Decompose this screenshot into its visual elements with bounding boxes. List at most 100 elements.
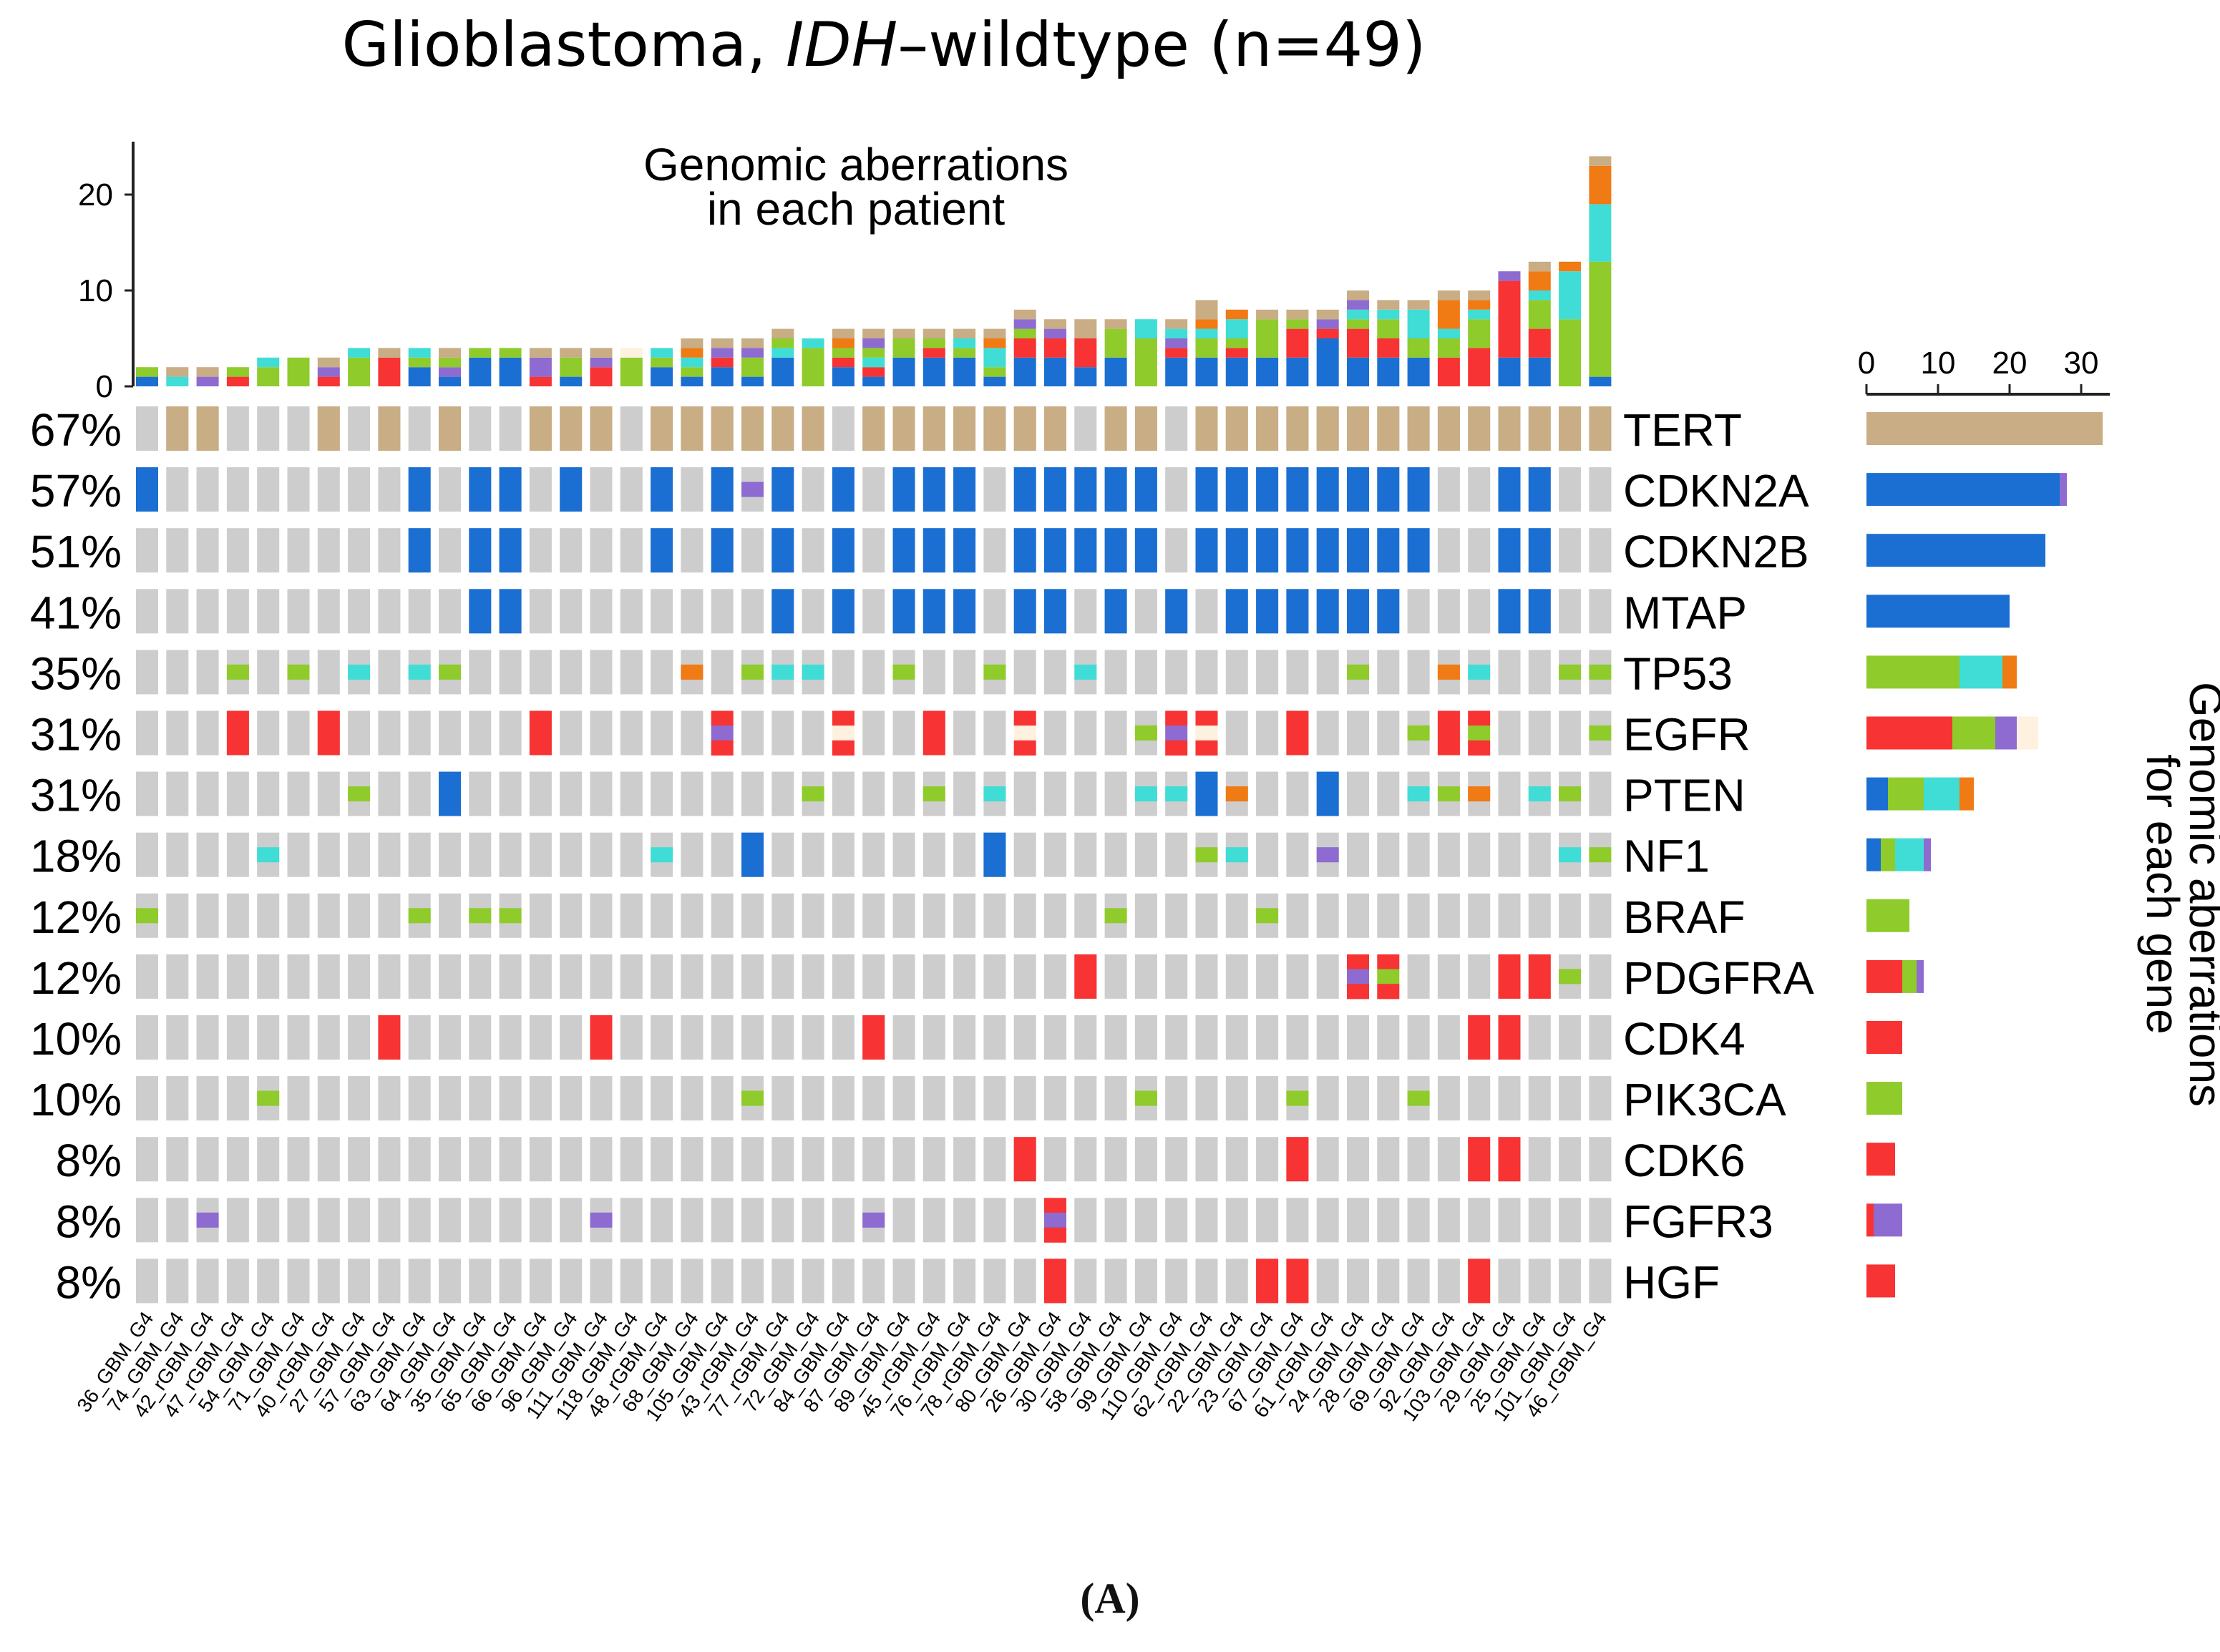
cell-green <box>1377 969 1400 984</box>
cell-empty <box>439 1258 461 1304</box>
cell-empty <box>922 832 945 877</box>
cell-red <box>1044 1198 1066 1213</box>
cell-tan <box>1498 406 1521 451</box>
gene-label: PTEN <box>1623 770 1746 821</box>
cell-empty <box>1589 1198 1612 1243</box>
cell-empty <box>832 832 855 877</box>
cell-empty <box>287 893 310 938</box>
patient-stack-segment <box>862 376 885 386</box>
side-bar-segment <box>1902 959 1917 993</box>
cell-empty <box>711 1258 734 1304</box>
cell-empty <box>832 1198 855 1243</box>
side-bar-segment <box>1866 534 2045 567</box>
patient-stack-segment <box>1347 328 1369 358</box>
patient-stack-segment <box>741 348 764 358</box>
cell-tan <box>1528 406 1551 451</box>
cell-empty <box>1165 467 1188 512</box>
patient-stack-segment <box>1044 328 1066 338</box>
cell-empty <box>317 467 340 512</box>
patient-stack-segment <box>1468 290 1491 300</box>
cell-empty <box>590 893 613 938</box>
cell-empty <box>620 1198 643 1243</box>
cell-empty <box>1074 893 1097 938</box>
cell-blue <box>953 467 976 512</box>
cell-empty <box>681 771 704 816</box>
cell-empty <box>348 406 371 451</box>
cell-empty <box>922 1198 945 1243</box>
cell-red <box>529 710 552 756</box>
cell-empty <box>378 710 401 756</box>
cell-empty <box>1437 1258 1460 1304</box>
cell-empty <box>1468 954 1491 999</box>
cell-empty <box>560 954 583 999</box>
cell-empty <box>862 1137 885 1182</box>
cell-empty <box>257 771 280 816</box>
cell-empty <box>590 832 613 877</box>
cell-empty <box>1104 1015 1127 1060</box>
cell-blue <box>1195 467 1218 512</box>
patient-stack-segment <box>439 367 461 377</box>
cell-empty <box>711 1137 734 1182</box>
patient-stack <box>1044 319 1066 386</box>
patient-stack-segment <box>1134 319 1157 338</box>
cell-empty <box>1468 589 1491 634</box>
cell-empty <box>317 954 340 999</box>
top-bar-title-line1: Genomic aberrations <box>643 139 1068 190</box>
cell-empty <box>226 1076 249 1121</box>
patient-stack-segment <box>1286 357 1309 386</box>
patient-stack-segment <box>1104 319 1127 329</box>
cell-empty <box>1134 954 1157 999</box>
cell-empty <box>1437 954 1460 999</box>
cell-empty <box>1134 1137 1157 1182</box>
cell-blue <box>892 589 915 634</box>
cell-empty <box>378 467 401 512</box>
cell-empty <box>1013 893 1036 938</box>
patient-stack-segment <box>832 357 855 368</box>
cell-blue <box>1377 589 1400 634</box>
cell-empty <box>196 1015 219 1060</box>
cell-tan <box>166 406 189 451</box>
patient-stack-segment <box>771 338 794 348</box>
cell-empty <box>529 528 552 573</box>
cell-empty <box>1377 1076 1400 1121</box>
cell-red <box>862 1015 885 1060</box>
cell-empty <box>711 954 734 999</box>
cell-empty <box>651 1198 673 1243</box>
patient-stack-segment <box>892 338 915 358</box>
gene-labels: TERT CDKN2A CDKN2B MTAP TP53 EGFR PTEN NF1 BRAF P… <box>1623 404 1814 1308</box>
cell-empty <box>1559 1258 1582 1304</box>
gene-row-pten <box>136 771 1612 816</box>
patient-stack-segment <box>1044 357 1066 386</box>
patient-stack-segment <box>1316 319 1339 329</box>
cell-empty <box>620 650 643 695</box>
cell-cyan <box>1225 847 1248 863</box>
cell-empty <box>1347 1076 1369 1121</box>
cell-empty <box>1468 1198 1491 1243</box>
cell-empty <box>1589 1076 1612 1121</box>
cell-empty <box>1347 1015 1369 1060</box>
cell-empty <box>1347 710 1369 756</box>
cell-empty <box>741 1258 764 1304</box>
cell-empty <box>711 650 734 695</box>
cell-empty <box>771 832 794 877</box>
side-bar-mtap <box>1866 595 2010 628</box>
cell-empty <box>439 893 461 938</box>
cell-empty <box>257 954 280 999</box>
cell-empty <box>1377 832 1400 877</box>
cell-empty <box>1437 1137 1460 1182</box>
patient-stack-segment <box>1074 338 1097 368</box>
patient-stack-segment <box>1013 338 1036 358</box>
cell-empty <box>590 1258 613 1304</box>
cell-empty <box>1468 467 1491 512</box>
cell-empty <box>1074 710 1097 756</box>
patient-stack-segment <box>1225 338 1248 348</box>
cell-blue <box>1316 589 1339 634</box>
patient-stack <box>378 348 401 386</box>
gene-row-cdkn2b <box>136 528 1612 573</box>
cell-blue <box>408 528 431 573</box>
patient-stack-segment <box>1498 357 1521 386</box>
cell-empty <box>802 528 824 573</box>
cell-empty <box>1559 528 1582 573</box>
cell-empty <box>439 710 461 756</box>
cell-blue <box>1225 528 1248 573</box>
